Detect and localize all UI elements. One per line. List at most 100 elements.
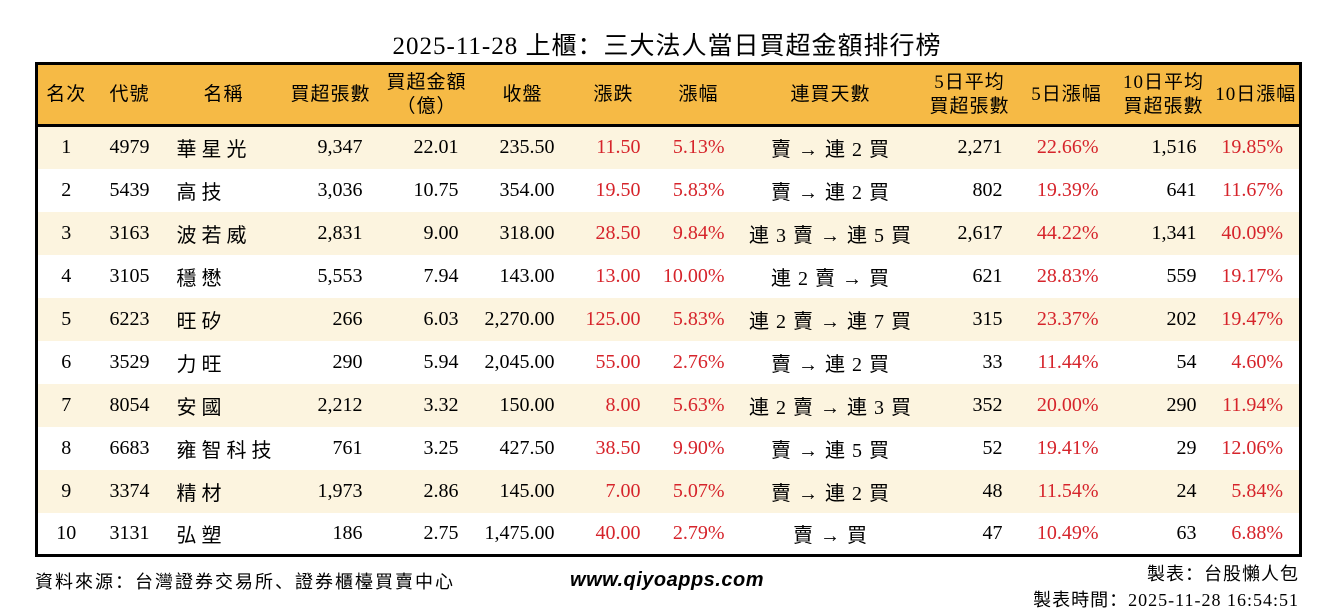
cell-rank: 2 — [61, 178, 72, 201]
header-cell-rank: 名次 — [46, 83, 87, 105]
cell-change: 11.50 — [596, 136, 641, 159]
table-row: 8 6683 雍智科技 761 3.25 427.50 38.50 9.90% 賣 → 連 5 … — [37, 427, 1301, 470]
header-row: 名次 代號 名稱 買超張數 買超金額 （億） 收盤 漲跌 漲幅 連買天數 5日平均 買超張數 5日漲… — [36, 63, 1301, 126]
cell-avg5-volume: 33 — [982, 350, 1003, 373]
cell-net-buy-volume: 290 — [332, 350, 363, 373]
header-cell-change-pct: 漲幅 — [678, 83, 719, 105]
cell-streak: 賣 → 連 2 買 — [771, 181, 890, 204]
cell-chg10-pct: 6.88% — [1231, 521, 1283, 544]
header-cell-avg10-volume: 10日平均 買超張數 — [1122, 71, 1204, 117]
cell-chg5-pct: 11.54% — [1037, 479, 1099, 502]
cell-net-buy-volume: 3,036 — [317, 178, 363, 201]
cell-close: 1,475.00 — [484, 521, 555, 544]
cell-code: 5439 — [109, 178, 150, 201]
cell-change: 19.50 — [595, 178, 641, 201]
cell-change: 55.00 — [595, 350, 641, 373]
cell-avg10-volume: 641 — [1166, 178, 1197, 201]
cell-avg5-volume: 47 — [982, 521, 1003, 544]
cell-streak: 賣 → 連 5 買 — [771, 439, 890, 462]
cell-close: 427.50 — [499, 436, 555, 459]
cell-chg10-pct: 11.67% — [1222, 178, 1283, 201]
cell-avg5-volume: 48 — [982, 479, 1003, 502]
cell-chg10-pct: 19.17% — [1221, 264, 1283, 287]
cell-name: 弘塑 — [176, 524, 227, 547]
cell-streak: 賣 → 連 2 買 — [771, 353, 890, 376]
header-cell-change: 漲跌 — [593, 83, 634, 105]
cell-chg5-pct: 19.39% — [1036, 178, 1099, 201]
cell-rank: 1 — [61, 136, 72, 159]
cell-close: 2,270.00 — [484, 307, 555, 330]
cell-avg10-volume: 1,516 — [1151, 136, 1197, 159]
cell-code: 3374 — [109, 479, 150, 502]
cell-code: 8054 — [109, 393, 150, 416]
cell-code: 6683 — [109, 436, 150, 459]
cell-code: 3529 — [109, 350, 150, 373]
cell-net-buy-volume: 9,347 — [317, 136, 363, 159]
cell-name: 波若威 — [176, 224, 252, 247]
cell-net-buy-amount: 6.03 — [423, 307, 459, 330]
cell-close: 150.00 — [499, 393, 555, 416]
cell-change: 38.50 — [595, 436, 641, 459]
cell-name: 力旺 — [176, 353, 227, 376]
cell-chg5-pct: 19.41% — [1036, 436, 1099, 459]
cell-change-pct: 5.83% — [672, 178, 725, 201]
cell-chg10-pct: 12.06% — [1221, 436, 1283, 459]
table-row: 7 8054 安國 2,212 3.32 150.00 8.00 5.63% 連 2 賣 → 連… — [36, 383, 1301, 427]
cell-change-pct: 5.83% — [672, 307, 725, 330]
cell-rank: 9 — [61, 479, 72, 502]
cell-close: 145.00 — [499, 479, 555, 502]
cell-chg5-pct: 11.44% — [1037, 350, 1099, 373]
cell-avg10-volume: 29 — [1176, 436, 1197, 459]
table-row: 4 3105 穩懋 5,553 7.94 143.00 13.00 10.00% 連 2 賣 →… — [37, 255, 1301, 298]
table-row: 5 6223 旺矽 266 6.03 2,270.00 125.00 5.83% 連 2 賣 →… — [36, 297, 1301, 341]
cell-change-pct: 5.07% — [672, 479, 725, 502]
cell-name: 精材 — [176, 482, 227, 505]
cell-streak: 連 2 賣 → 連 3 買 — [749, 396, 912, 419]
cell-name: 華星光 — [176, 139, 252, 162]
cell-close: 143.00 — [499, 264, 555, 287]
cell-rank: 7 — [61, 393, 72, 416]
cell-net-buy-amount: 3.25 — [423, 436, 459, 459]
footer-time: 製表時間：2025-11-28 16:54:51 — [1033, 590, 1299, 610]
cell-code: 4979 — [109, 136, 150, 159]
cell-net-buy-amount: 22.01 — [413, 136, 459, 159]
cell-avg5-volume: 352 — [972, 393, 1003, 416]
header-cell-close: 收盤 — [502, 83, 543, 105]
ranking-table-wrap: 名次 代號 名稱 買超張數 買超金額 （億） 收盤 漲跌 漲幅 連買天數 5日平均 買超張數 5日漲… — [35, 62, 1302, 557]
cell-avg10-volume: 202 — [1166, 307, 1197, 330]
cell-rank: 4 — [61, 264, 72, 287]
cell-avg5-volume: 315 — [972, 307, 1003, 330]
cell-rank: 10 — [56, 521, 77, 544]
cell-change: 28.50 — [595, 221, 641, 244]
table-row: 9 3374 精材 1,973 2.86 145.00 7.00 5.07% 賣 → 連 2 買… — [36, 469, 1301, 513]
cell-net-buy-amount: 2.75 — [423, 521, 459, 544]
cell-avg10-volume: 290 — [1166, 393, 1197, 416]
cell-chg10-pct: 19.85% — [1221, 136, 1283, 159]
cell-chg5-pct: 23.37% — [1036, 307, 1099, 330]
header-cell-avg5-volume: 5日平均 買超張數 — [929, 71, 1010, 117]
cell-chg10-pct: 5.84% — [1231, 479, 1283, 502]
cell-name: 高技 — [176, 181, 227, 204]
cell-chg10-pct: 40.09% — [1221, 221, 1283, 244]
cell-rank: 5 — [61, 307, 72, 330]
cell-net-buy-volume: 5,553 — [317, 264, 363, 287]
table-row: 10 3131 弘塑 186 2.75 1,475.00 40.00 2.79% 賣 → 買 47… — [37, 513, 1301, 556]
cell-avg10-volume: 559 — [1166, 264, 1197, 287]
cell-name: 安國 — [176, 396, 227, 419]
table-header: 名次 代號 名稱 買超張數 買超金額 （億） 收盤 漲跌 漲幅 連買天數 5日平均 買超張數 5日漲… — [36, 63, 1301, 126]
table-body: 1 4979 華星光 9,347 22.01 235.50 11.50 5.13% 賣 → 連 … — [36, 125, 1301, 556]
cell-close: 2,045.00 — [484, 350, 555, 373]
cell-avg5-volume: 802 — [972, 178, 1003, 201]
table-row: 3 3163 波若威 2,831 9.00 318.00 28.50 9.84% 連 3 賣 →… — [36, 211, 1301, 255]
header-cell-chg5-pct: 5日漲幅 — [1031, 83, 1102, 105]
cell-net-buy-volume: 186 — [332, 521, 363, 544]
cell-avg5-volume: 621 — [972, 264, 1003, 287]
cell-change-pct: 2.76% — [672, 350, 725, 373]
header-cell-code: 代號 — [109, 83, 150, 105]
cell-streak: 連 3 賣 → 連 5 買 — [749, 224, 912, 247]
cell-close: 318.00 — [499, 221, 555, 244]
cell-net-buy-volume: 2,212 — [317, 393, 363, 416]
footer-credits: 製表：台股懶人包 製表時間：2025-11-28 16:54:51 — [1033, 561, 1299, 613]
cell-code: 3131 — [109, 521, 150, 544]
